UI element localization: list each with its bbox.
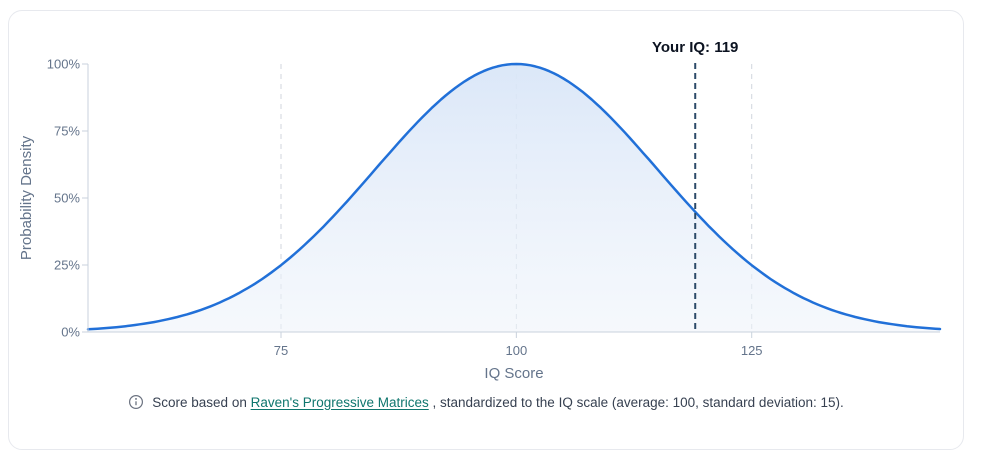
- y-tick-label: 100%: [47, 57, 81, 72]
- footer-text: Score based on Raven's Progressive Matri…: [152, 395, 843, 410]
- ravens-matrices-link[interactable]: Raven's Progressive Matrices: [250, 394, 429, 410]
- distribution-area: [88, 64, 940, 332]
- x-tick-label: 100: [506, 343, 528, 358]
- y-axis-title: Probability Density: [18, 135, 35, 260]
- y-tick-label: 75%: [54, 124, 80, 139]
- iq-marker-label: Your IQ: 119: [652, 39, 738, 56]
- x-tick-label: 125: [741, 343, 763, 358]
- x-tick-label: 75: [274, 343, 288, 358]
- info-icon: [129, 394, 144, 410]
- footer-note: Score based on Raven's Progressive Matri…: [8, 394, 964, 410]
- footer-text-before-link: Score based on: [152, 394, 251, 410]
- y-tick-label: 50%: [54, 191, 80, 206]
- y-tick-label: 0%: [61, 325, 80, 340]
- x-axis-title: IQ Score: [484, 365, 543, 382]
- distribution-curve: [86, 62, 942, 331]
- footer-text-after-link: , standardized to the IQ scale (average:…: [428, 394, 844, 410]
- plot-geometry: [82, 62, 942, 338]
- plot-text: 0% 25% 50% 75% 100% 75 100 125 Probabili…: [18, 39, 763, 382]
- iq-distribution-chart: 0% 25% 50% 75% 100% 75 100 125 Probabili…: [18, 39, 942, 382]
- y-tick-label: 25%: [54, 258, 80, 273]
